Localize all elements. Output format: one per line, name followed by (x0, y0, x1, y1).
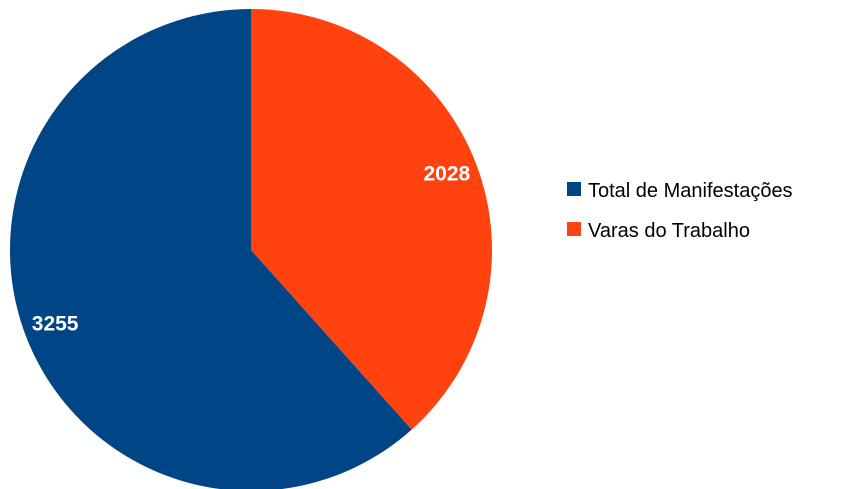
legend-swatch-varas-trabalho (567, 222, 581, 236)
pie-slices (10, 9, 493, 489)
pie-slice-total-manifestacoes (10, 9, 412, 489)
legend-label-varas-trabalho: Varas do Trabalho (588, 220, 750, 242)
legend-swatch-total-manifestacoes (567, 182, 581, 196)
legend-label-total-manifestacoes: Total de Manifestações (588, 180, 793, 202)
slice-labels: 2028 3255 (32, 163, 471, 336)
data-label-total-manifestacoes: 3255 (32, 312, 79, 335)
pie-slice-varas-trabalho (251, 9, 493, 430)
legend: Total de Manifestações Varas do Trabalho (567, 180, 793, 242)
data-label-varas-trabalho: 2028 (424, 163, 471, 186)
